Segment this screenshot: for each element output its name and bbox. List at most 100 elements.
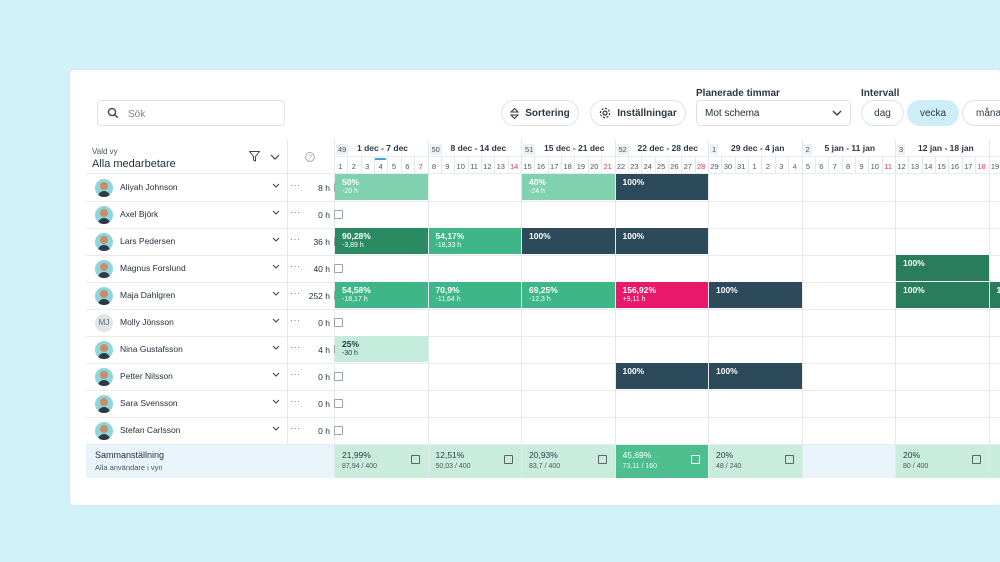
employee-name[interactable]: Molly Jönsson (120, 317, 174, 327)
allocation-cell[interactable]: 100% (615, 228, 708, 254)
day-number: 1 (752, 162, 757, 171)
allocation-cell[interactable]: 156,92% +9,11 h (615, 282, 708, 308)
allocation-cell[interactable]: 54,17% -18,33 h (428, 228, 521, 254)
day-divider (360, 157, 362, 173)
calendar-icon[interactable] (334, 372, 343, 381)
allocation-cell[interactable]: 54,58% -18,17 h (335, 282, 428, 308)
employee-name[interactable]: Magnus Forslund (120, 263, 186, 273)
chevron-down-icon[interactable] (272, 399, 280, 404)
calendar-icon[interactable] (597, 455, 607, 464)
calendar-icon[interactable] (334, 210, 343, 219)
planned-hours: 0 h (318, 210, 330, 220)
employee-row[interactable]: Maja Dahlgren ··· 252 h (86, 282, 1000, 309)
calendar-icon[interactable] (971, 455, 981, 464)
day-number: 15 (937, 162, 946, 171)
calendar-icon[interactable] (334, 426, 343, 435)
row-divider (86, 363, 1000, 364)
more-options-icon[interactable]: ··· (290, 288, 301, 298)
allocation-cell[interactable]: 50% -20 h (335, 174, 428, 200)
chevron-down-icon[interactable] (272, 237, 280, 242)
employee-row[interactable]: Petter Nilsson ··· 0 h (86, 363, 1000, 390)
allocation-cell[interactable]: 70,9% -11,64 h (428, 282, 521, 308)
interval-day[interactable]: dag (861, 100, 904, 126)
more-options-icon[interactable]: ··· (290, 180, 301, 190)
employee-name[interactable]: Lars Pedersen (120, 236, 176, 246)
search-input[interactable] (126, 105, 280, 123)
allocation-cell[interactable]: 69,25% -12,3 h (522, 282, 615, 308)
day-divider (854, 157, 856, 173)
allocation-cell[interactable]: 25% -30 h (335, 336, 428, 362)
more-options-icon[interactable]: ··· (290, 369, 301, 379)
allocation-cell[interactable]: 90,28% -3,89 h (335, 228, 428, 254)
more-options-icon[interactable]: ··· (290, 342, 301, 352)
employee-name[interactable]: Petter Nilsson (120, 371, 173, 381)
calendar-icon[interactable] (504, 455, 513, 464)
more-options-icon[interactable]: ··· (290, 207, 301, 217)
allocation-cell[interactable]: 100% (896, 255, 989, 281)
employee-row[interactable]: Magnus Forslund ··· 40 h (86, 255, 1000, 282)
employee-row[interactable]: Nina Gustafsson ··· 4 h (86, 336, 1000, 363)
employee-name[interactable]: Sara Svensson (120, 398, 178, 408)
allocation-cell[interactable]: 1 (989, 282, 1000, 308)
calendar-icon[interactable] (334, 399, 343, 408)
more-options-icon[interactable]: ··· (290, 396, 301, 406)
allocation-cell[interactable]: 100% (896, 282, 989, 308)
search-box[interactable] (97, 100, 285, 126)
day-number: 12 (897, 162, 906, 171)
summary-hours: 83,7 / 400 (529, 463, 561, 470)
interval-week[interactable]: vecka (907, 100, 959, 126)
allocation-percent: 100% (622, 366, 645, 376)
day-number: 8 (431, 162, 437, 171)
chevron-down-icon[interactable] (272, 318, 280, 323)
calendar-icon[interactable] (691, 455, 700, 464)
employee-row[interactable]: Axel Björk ··· 0 h (86, 201, 1000, 228)
more-options-icon[interactable]: ··· (290, 315, 301, 325)
planned-hours: 40 h (313, 264, 330, 274)
chevron-down-icon[interactable] (272, 291, 280, 296)
employee-row[interactable]: Stefan Carlsson ··· 0 h (86, 417, 1000, 444)
allocation-cell[interactable]: 40% -24 h (522, 174, 615, 200)
day-number: 7 (832, 162, 837, 171)
chevron-down-icon[interactable] (272, 372, 280, 377)
allocation-cell[interactable]: 100% (615, 174, 708, 200)
planned-hours-select[interactable]: Mot schema (696, 100, 851, 126)
filter-icon[interactable] (249, 151, 260, 162)
calendar-icon[interactable] (784, 455, 794, 464)
chevron-down-icon[interactable] (272, 345, 280, 350)
employee-name[interactable]: Stefan Carlsson (120, 425, 181, 435)
settings-button[interactable]: Inställningar (590, 100, 686, 126)
chevron-down-icon[interactable] (272, 426, 280, 431)
allocation-cell[interactable]: 100% (615, 363, 708, 389)
chevron-down-icon[interactable] (272, 264, 280, 269)
allocation-cell[interactable]: 100% (709, 282, 802, 308)
calendar-icon[interactable] (334, 264, 343, 273)
allocation-diff: -18,17 h (342, 296, 368, 303)
summary-cell (802, 445, 895, 478)
day-number: 16 (950, 162, 960, 171)
day-number: 11 (884, 162, 893, 171)
employee-row[interactable]: MJ Molly Jönsson ··· 0 h (86, 309, 1000, 336)
interval-month[interactable]: månad (962, 100, 1000, 126)
allocation-cell[interactable]: 100% (522, 228, 615, 254)
employee-row[interactable]: Sara Svensson ··· 0 h (86, 390, 1000, 417)
calendar-icon[interactable] (334, 318, 343, 327)
allocation-percent: 50% (342, 177, 360, 187)
chevron-down-icon[interactable] (272, 183, 280, 188)
chevron-down-icon[interactable] (272, 210, 280, 215)
chevron-down-icon[interactable] (270, 154, 280, 160)
calendar-icon[interactable] (410, 455, 420, 464)
more-options-icon[interactable]: ··· (290, 261, 301, 271)
planned-hours: 8 h (318, 183, 330, 193)
more-options-icon[interactable]: ··· (290, 423, 301, 433)
allocation-cell[interactable]: 100% (709, 363, 802, 389)
summary-percent: 20,93% (529, 450, 558, 460)
employee-name[interactable]: Maja Dahlgren (120, 290, 176, 300)
sort-button[interactable]: Sortering (501, 100, 579, 126)
summary-cell: 20% 80 / 400 (896, 445, 989, 478)
more-options-icon[interactable]: ··· (290, 234, 301, 244)
employee-name[interactable]: Nina Gustafsson (120, 344, 183, 354)
employee-name[interactable]: Axel Björk (120, 209, 159, 219)
employee-name[interactable]: Aliyah Johnson (120, 182, 178, 192)
help-icon[interactable]: ? (305, 152, 315, 162)
week-number: 49 (336, 144, 349, 155)
